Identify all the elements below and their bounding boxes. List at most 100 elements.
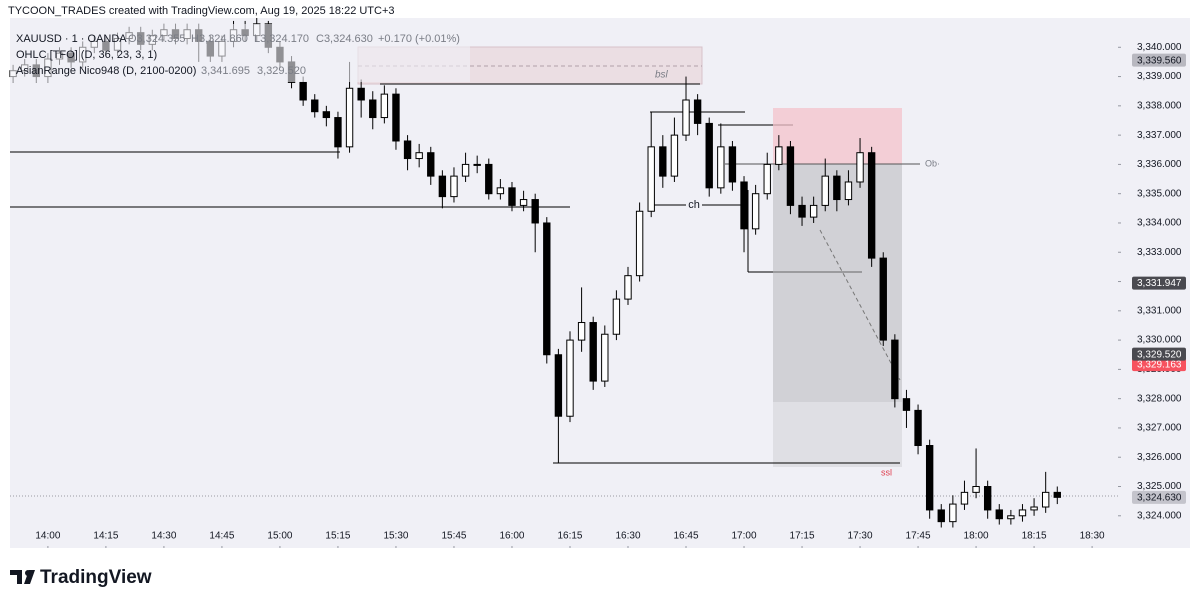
candle-body <box>380 93 389 119</box>
legend-change: +0.170 (+0.01%) <box>378 33 460 45</box>
y-tick-label: 3,334.000 <box>1137 218 1182 229</box>
candle-body <box>299 81 307 101</box>
candle-body <box>798 204 806 218</box>
candle-body <box>670 134 679 177</box>
candle-body <box>519 199 528 206</box>
candle-body <box>775 146 783 165</box>
candle-body <box>589 322 597 382</box>
candle-body <box>659 146 667 177</box>
candle-body <box>311 99 319 113</box>
candle-body <box>485 163 493 195</box>
candle-body <box>438 175 447 198</box>
x-tick-label: 15:30 <box>383 531 408 542</box>
bsl-label: bsl <box>655 70 669 81</box>
candle-body <box>949 503 957 523</box>
price-label <box>1132 490 1186 504</box>
legend-indicator-value: 3,329.520 <box>257 65 306 77</box>
candle-body <box>693 99 702 124</box>
candle-body <box>937 509 945 523</box>
x-tick-label: 14:30 <box>151 531 176 542</box>
price-label-text: 3,324.630 <box>1137 492 1182 503</box>
candle-body <box>1030 506 1038 511</box>
x-tick-label: 17:30 <box>848 531 873 542</box>
candle-body <box>647 146 655 212</box>
header-title: TYCOON_TRADES created with TradingView.c… <box>8 5 395 17</box>
price-label <box>1132 276 1186 290</box>
candle-body <box>821 175 829 206</box>
y-tick-label: 3,336.000 <box>1137 159 1182 170</box>
x-tick-label: 15:00 <box>267 531 292 542</box>
candle-body <box>914 409 922 447</box>
x-tick-label: 16:30 <box>615 531 640 542</box>
candle-body <box>1053 491 1061 498</box>
price-label <box>1132 53 1186 67</box>
y-tick-label: 3,333.000 <box>1137 247 1182 258</box>
candle-body <box>867 152 876 259</box>
legend-indicator: OHLC [TFO] (D, 36, 23, 3, 1) <box>16 49 157 61</box>
y-tick-label: 3,324.000 <box>1137 510 1182 521</box>
candle-body <box>345 87 354 148</box>
candle-body <box>879 257 887 341</box>
candles <box>9 18 1061 528</box>
candle-body <box>1018 509 1027 517</box>
y-tick-label: 3,340.000 <box>1137 42 1182 53</box>
candle-body <box>322 111 331 119</box>
price-label <box>1132 358 1186 372</box>
candle-body <box>392 93 400 142</box>
y-tick-label: 3,338.000 <box>1137 100 1182 111</box>
candle-body <box>543 222 551 356</box>
y-tick-label: 3,335.000 <box>1137 188 1182 199</box>
candle-body <box>473 163 481 166</box>
x-tick-label: 15:45 <box>441 531 466 542</box>
y-tick-label: 3,325.000 <box>1137 481 1182 492</box>
candle-body <box>740 181 748 230</box>
candle-body <box>566 339 574 417</box>
candle-body <box>995 509 1003 520</box>
candle-body <box>717 146 725 189</box>
candle-body <box>902 398 911 411</box>
legend-background <box>10 24 470 82</box>
candle-body <box>1007 515 1015 520</box>
candle-body <box>786 146 795 206</box>
ch-label-bg <box>686 199 702 211</box>
x-tick-label: 16:45 <box>673 531 698 542</box>
candle-body <box>531 199 539 224</box>
ob-label: Ob· <box>925 158 940 168</box>
x-tick-label: 17:15 <box>790 531 815 542</box>
candle-body <box>833 175 841 201</box>
price-label <box>1132 347 1186 361</box>
ch-label: ch <box>688 199 700 211</box>
stop-zone <box>773 108 902 164</box>
candle-body <box>705 122 713 189</box>
plot-background <box>10 18 1118 548</box>
candle-body <box>925 445 934 511</box>
x-tick-label: 17:00 <box>732 531 757 542</box>
candle-body <box>1041 491 1050 508</box>
candle-body <box>508 187 516 206</box>
candle-body <box>601 333 609 382</box>
candle-body <box>450 175 458 198</box>
ssl-label: ssl <box>881 467 892 477</box>
candle-body <box>612 298 621 335</box>
legend-symbol: XAUUSD · 1 · OANDA <box>16 33 127 45</box>
x-tick-label: 18:00 <box>964 531 989 542</box>
y-tick-label: 3,328.000 <box>1137 393 1182 404</box>
legend-open: O3,324.355 <box>128 33 186 45</box>
candle-body <box>728 146 737 183</box>
candle-body <box>577 322 586 341</box>
candle-body <box>844 181 853 201</box>
candle-body <box>554 354 563 417</box>
candle-body <box>357 87 365 101</box>
candle-body <box>972 486 980 493</box>
legend-close: C3,324.630 <box>316 33 373 45</box>
brand-name: TradingView <box>40 567 152 588</box>
candle-body <box>763 163 771 195</box>
candle-body <box>334 117 342 148</box>
price-label-text: 3,339.560 <box>1137 55 1182 66</box>
candle-body <box>983 486 992 511</box>
price-label-text: 3,329.163 <box>1137 360 1182 371</box>
x-tick-label: 18:30 <box>1080 531 1105 542</box>
candle-body <box>960 491 969 505</box>
x-tick-label: 14:15 <box>93 531 118 542</box>
